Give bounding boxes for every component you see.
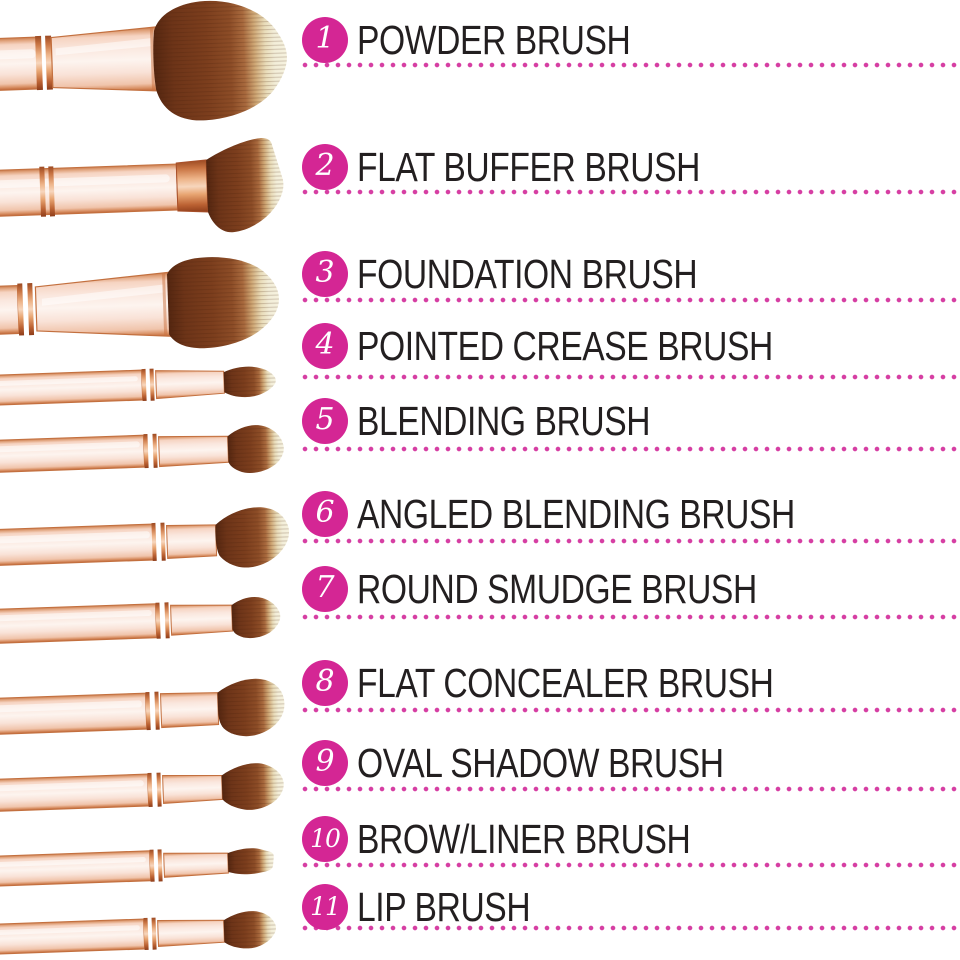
oval-shadow-brush-illustration (0, 763, 284, 813)
item-label: ANGLED BLENDING BRUSH (357, 491, 795, 537)
dotted-line (302, 374, 957, 380)
item-number: 10 (310, 823, 341, 853)
blending-brush-illustration (0, 425, 284, 474)
brush-handle (0, 850, 152, 888)
dotted-line (302, 446, 957, 452)
brush-ferrule (162, 774, 223, 805)
item-number: 7 (315, 570, 335, 605)
brush-ferrule (175, 159, 209, 213)
brush-ferrule (157, 919, 225, 948)
item-label: POWDER BRUSH (357, 17, 631, 63)
number-badge: 1 (302, 17, 348, 63)
brush-handle (0, 773, 150, 813)
brush-handle (0, 603, 158, 645)
flat-concealer-brush-illustration (0, 678, 285, 737)
pointed-crease-brush-illustration (0, 366, 276, 407)
brush-ferrule (50, 26, 159, 92)
item-number: 9 (315, 744, 335, 779)
number-badge: 11 (302, 884, 348, 930)
brush-ferrule (166, 524, 218, 560)
number-badge: 7 (302, 566, 348, 612)
number-badge: 9 (302, 740, 348, 786)
item-number: 6 (315, 495, 335, 530)
legend-row-oval-shadow: 9 OVAL SHADOW BRUSH (302, 740, 804, 786)
legend-row-flat-buffer: 2 FLAT BUFFER BRUSH (302, 144, 775, 190)
dotted-line (302, 614, 957, 620)
legend-row-blending: 5 BLENDING BRUSH (302, 398, 715, 444)
dotted-line (302, 707, 957, 713)
brush-ferrule (170, 604, 234, 636)
brush-ferrule (155, 370, 225, 400)
item-label: ROUND SMUDGE BRUSH (357, 566, 757, 612)
dotted-line (302, 925, 957, 931)
item-number: 2 (315, 148, 335, 183)
brush-handle (0, 285, 20, 336)
legend-row-flat-concealer: 8 FLAT CONCEALER BRUSH (302, 660, 865, 706)
item-label: BROW/LINER BRUSH (357, 816, 691, 862)
item-label: FLAT CONCEALER BRUSH (357, 660, 774, 706)
item-number: 3 (315, 255, 335, 290)
number-badge: 3 (302, 251, 348, 297)
item-label: BLENDING BRUSH (357, 398, 651, 444)
item-label: FLAT BUFFER BRUSH (357, 144, 700, 190)
foundation-brush-illustration (0, 257, 279, 349)
legend-row-angled-blending: 6 ANGLED BLENDING BRUSH (302, 491, 891, 537)
item-label: POINTED CREASE BRUSH (357, 323, 773, 369)
lip-brush-illustration (0, 911, 276, 956)
legend-row-round-smudge: 7 ROUND SMUDGE BRUSH (302, 566, 845, 612)
number-badge: 10 (302, 816, 348, 862)
brush-ferrule (34, 271, 172, 337)
brush-handle (0, 36, 40, 92)
brush-handle (0, 434, 146, 474)
item-number: 11 (310, 891, 341, 921)
legend-row-foundation: 3 FOUNDATION BRUSH (302, 251, 772, 297)
brush-ferrule (159, 692, 220, 729)
legend-row-lip: 11 LIP BRUSH (302, 884, 568, 930)
item-label: OVAL SHADOW BRUSH (357, 740, 724, 786)
angled-blending-brush-illustration (0, 507, 290, 568)
item-label: LIP BRUSH (357, 884, 531, 930)
legend-row-brow-liner: 10 BROW/LINER BRUSH (302, 816, 764, 862)
dotted-line (302, 538, 957, 544)
brush-handle (0, 523, 156, 567)
item-number: 1 (315, 21, 335, 56)
number-badge: 8 (302, 660, 348, 706)
round-smudge-brush-illustration (0, 596, 281, 645)
brush-ferrule (158, 435, 230, 468)
dotted-line (302, 189, 957, 195)
legend-row-pointed-crease: 4 POINTED CREASE BRUSH (302, 323, 864, 369)
brush-handle (0, 369, 144, 407)
dotted-line (302, 297, 957, 303)
powder-brush-illustration (0, 0, 287, 121)
flat-buffer-brush-illustration (0, 138, 284, 233)
brush-handle (0, 163, 179, 218)
item-number: 5 (315, 402, 335, 437)
legend-row-powder: 1 POWDER BRUSH (302, 17, 690, 63)
item-number: 8 (315, 664, 335, 699)
brow-liner-brush-illustration (0, 848, 274, 888)
number-badge: 5 (302, 398, 348, 444)
item-label: FOUNDATION BRUSH (357, 251, 698, 297)
brush-handle (0, 918, 146, 956)
dotted-line (302, 862, 957, 868)
brush-handle (0, 692, 148, 736)
dotted-line (302, 62, 957, 68)
dotted-line (302, 786, 957, 792)
brush-ferrule (163, 852, 229, 878)
item-number: 4 (315, 327, 335, 362)
number-badge: 4 (302, 323, 348, 369)
number-badge: 2 (302, 144, 348, 190)
number-badge: 6 (302, 491, 348, 537)
